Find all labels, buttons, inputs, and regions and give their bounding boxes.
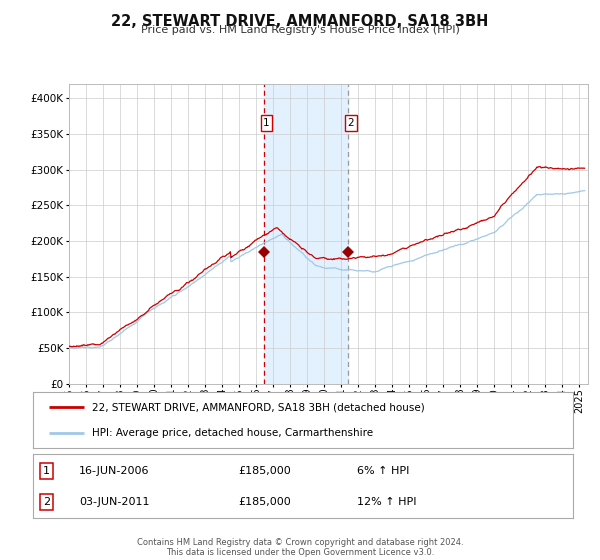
Text: £185,000: £185,000 <box>238 497 291 507</box>
Text: Contains HM Land Registry data © Crown copyright and database right 2024.
This d: Contains HM Land Registry data © Crown c… <box>137 538 463 557</box>
Text: 12% ↑ HPI: 12% ↑ HPI <box>357 497 416 507</box>
Text: 03-JUN-2011: 03-JUN-2011 <box>79 497 149 507</box>
Text: £185,000: £185,000 <box>238 466 291 476</box>
Text: Price paid vs. HM Land Registry's House Price Index (HPI): Price paid vs. HM Land Registry's House … <box>140 25 460 35</box>
Text: 6% ↑ HPI: 6% ↑ HPI <box>357 466 409 476</box>
Text: HPI: Average price, detached house, Carmarthenshire: HPI: Average price, detached house, Carm… <box>92 428 374 438</box>
Text: 22, STEWART DRIVE, AMMANFORD, SA18 3BH: 22, STEWART DRIVE, AMMANFORD, SA18 3BH <box>112 14 488 29</box>
Text: 22, STEWART DRIVE, AMMANFORD, SA18 3BH (detached house): 22, STEWART DRIVE, AMMANFORD, SA18 3BH (… <box>92 402 425 412</box>
Text: 2: 2 <box>43 497 50 507</box>
Text: 1: 1 <box>43 466 50 476</box>
Text: 1: 1 <box>263 118 270 128</box>
Bar <box>264 84 349 384</box>
Text: 2: 2 <box>347 118 354 128</box>
Text: 16-JUN-2006: 16-JUN-2006 <box>79 466 149 476</box>
